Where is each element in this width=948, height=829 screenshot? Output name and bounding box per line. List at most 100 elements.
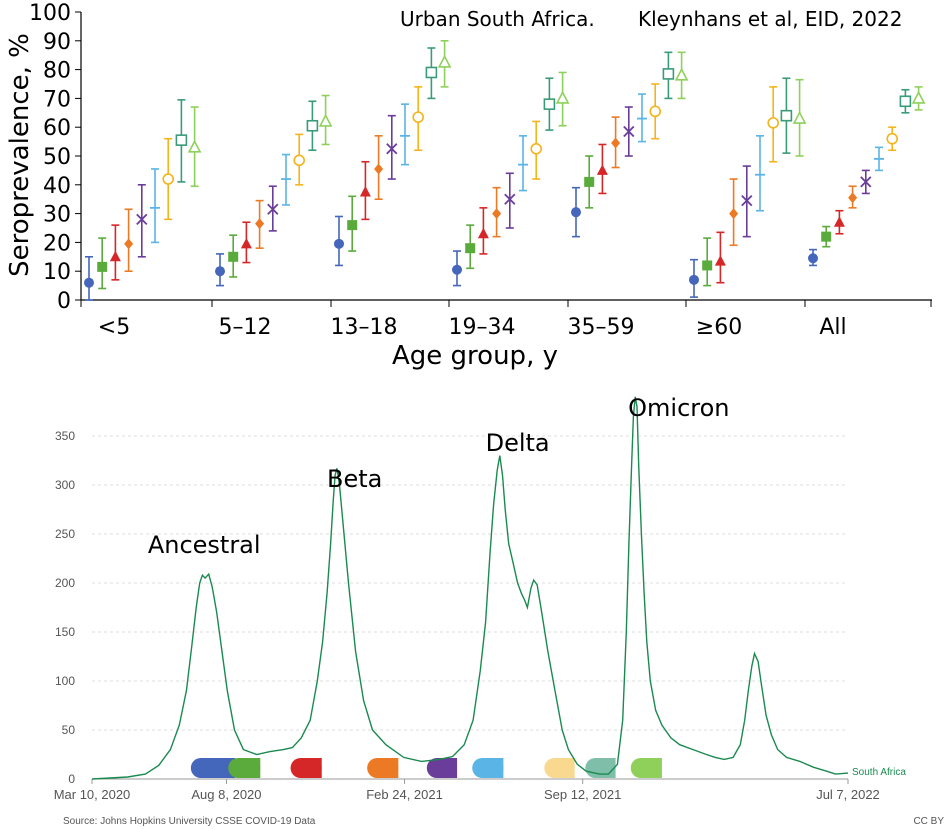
x-tick-label: 5–12: [219, 315, 272, 340]
y-tick-label: 100: [55, 674, 75, 688]
data-point: [150, 168, 160, 244]
x-tick-label: Sep 12, 2021: [544, 787, 621, 802]
data-point: [530, 120, 543, 180]
wave-label: Beta: [327, 465, 382, 493]
marker: [792, 110, 807, 124]
data-point: [571, 186, 581, 238]
data-point: [109, 224, 121, 281]
marker: [596, 164, 608, 175]
data-point: [425, 47, 438, 100]
data-point: [714, 231, 726, 284]
data-point: [886, 126, 899, 152]
marker: [412, 111, 425, 123]
marker: [555, 90, 570, 104]
data-point: [267, 185, 279, 232]
seroprevalence-axes: 0 10 20 30 40 50 60 70 80 90 100 <5 5–12 13–18 19–34 35…: [29, 1, 932, 340]
seroprevalence-chart: Urban South Africa. Kleynhans et al, EID…: [5, 1, 932, 371]
data-point: [400, 103, 410, 166]
chart-annotation-citation: Kleynhans et al, EID, 2022: [638, 7, 902, 31]
data-point: [623, 106, 635, 157]
data-point: [543, 77, 556, 131]
data-point: [175, 99, 188, 183]
data-point: [465, 224, 476, 270]
variant-pill-edge: [564, 758, 575, 778]
data-point: [255, 199, 265, 249]
data-point: [136, 184, 148, 258]
x-tick-label: Aug 8, 2020: [191, 787, 261, 802]
y-tick-label: 150: [55, 625, 75, 639]
data-point: [412, 86, 425, 152]
data-point: [334, 215, 344, 267]
y-tick-label: 40: [43, 174, 71, 199]
data-point: [477, 207, 489, 255]
seroprevalence-marks: [84, 39, 926, 301]
x-tick-label: Mar 10, 2020: [54, 787, 131, 802]
data-point: [215, 253, 225, 287]
data-point: [359, 160, 371, 221]
marker: [821, 231, 832, 242]
data-point: [584, 155, 595, 209]
x-tick-label: 35–59: [568, 315, 635, 340]
data-point: [662, 51, 675, 100]
marker: [477, 227, 489, 239]
marker: [860, 176, 872, 188]
marker: [543, 98, 556, 110]
marker: [425, 66, 438, 79]
marker: [255, 218, 265, 230]
marker: [109, 250, 121, 262]
marker: [465, 243, 476, 254]
y-tick-label: 50: [43, 145, 71, 170]
data-point: [848, 185, 858, 209]
cases-line: [91, 396, 849, 780]
marker: [741, 195, 753, 207]
data-point: [596, 143, 608, 195]
data-point: [689, 258, 699, 298]
data-point: [755, 135, 765, 212]
marker: [623, 125, 635, 138]
cases-grid: 0 50 100 150 200 250 300 350 Mar 10, 2020 Aug 8, …: [54, 429, 880, 802]
data-point: [386, 114, 398, 180]
x-tick-label: Feb 24, 2021: [366, 787, 443, 802]
data-point: [374, 135, 384, 200]
marker: [162, 173, 174, 185]
data-point: [124, 208, 134, 273]
data-point: [240, 221, 252, 264]
marker: [318, 113, 333, 127]
x-tick-label: ≥60: [696, 315, 742, 340]
marker: [175, 134, 188, 146]
marker: [437, 54, 452, 68]
data-point: [293, 133, 306, 186]
marker: [780, 109, 793, 122]
variant-pill-edge: [651, 758, 662, 778]
y-tick-label: 250: [55, 527, 75, 541]
marker: [84, 277, 94, 288]
marker: [662, 68, 675, 80]
marker: [136, 213, 148, 225]
marker: [452, 264, 462, 275]
variant-pill-edge: [605, 758, 616, 778]
wave-label: Omicron: [628, 394, 729, 422]
y-tick-label: 80: [43, 59, 71, 84]
marker: [584, 176, 595, 187]
data-point: [97, 237, 108, 290]
data-point: [780, 77, 793, 154]
marker: [187, 139, 202, 153]
marker: [808, 253, 818, 264]
data-point: [187, 106, 202, 188]
marker: [611, 137, 621, 149]
wave-label: Delta: [486, 429, 550, 457]
series-label: South Africa: [852, 767, 906, 778]
y-tick-label: 50: [62, 723, 76, 737]
marker: [674, 67, 689, 81]
variant-pill-edge: [493, 758, 504, 778]
data-point: [518, 135, 528, 192]
marker: [504, 193, 516, 205]
data-point: [306, 100, 319, 152]
data-point: [318, 94, 333, 146]
marker: [359, 186, 371, 197]
data-point: [833, 209, 845, 235]
marker: [911, 90, 926, 104]
marker: [306, 119, 319, 132]
data-point: [347, 195, 358, 252]
wave-labels: Ancestral Beta Delta Omicron: [148, 394, 730, 559]
